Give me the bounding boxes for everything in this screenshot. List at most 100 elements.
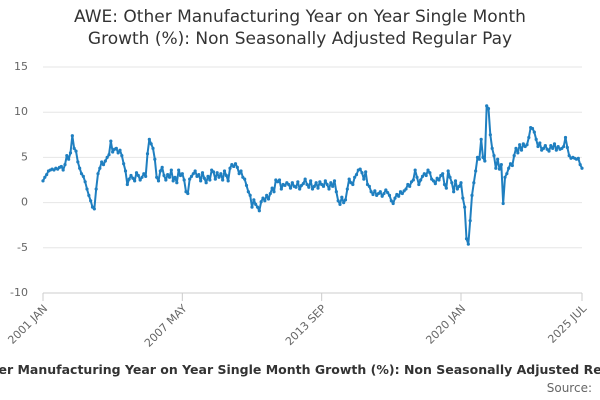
data-point	[347, 177, 351, 181]
data-point	[213, 177, 217, 181]
data-point	[417, 182, 421, 187]
data-point	[120, 153, 124, 158]
data-point	[472, 181, 476, 185]
data-point	[483, 159, 487, 163]
data-point	[485, 104, 489, 108]
data-point	[386, 191, 390, 195]
data-point	[369, 190, 373, 194]
data-point	[193, 169, 197, 173]
data-point	[549, 144, 553, 148]
data-point	[378, 190, 382, 194]
data-point	[404, 187, 408, 191]
y-tick-label: -5	[17, 241, 28, 254]
data-point	[140, 175, 144, 179]
data-point	[83, 180, 87, 184]
data-point	[85, 187, 89, 191]
data-point	[68, 151, 73, 155]
data-point	[79, 172, 84, 176]
data-point	[186, 191, 190, 196]
x-tick-label: 2007 MAY	[142, 302, 190, 350]
data-point	[125, 182, 129, 187]
data-point	[235, 165, 239, 169]
data-point	[101, 163, 106, 167]
data-point	[158, 169, 162, 173]
data-point	[565, 145, 569, 150]
data-point	[488, 133, 492, 137]
data-point	[441, 172, 445, 176]
data-point	[114, 146, 118, 150]
legend-entry: AWE: Other Manufacturing Year on Year Si…	[0, 362, 600, 377]
data-point	[562, 144, 566, 149]
data-point	[527, 135, 531, 140]
data-point	[45, 172, 49, 177]
data-point	[92, 207, 96, 211]
data-point	[131, 176, 135, 180]
data-point	[164, 178, 168, 182]
data-point	[151, 146, 155, 150]
data-point	[206, 174, 210, 178]
data-point	[442, 182, 447, 187]
data-point	[98, 166, 102, 170]
data-point	[463, 205, 467, 209]
data-point	[479, 137, 483, 141]
data-point	[338, 202, 342, 207]
data-point	[358, 167, 362, 171]
data-point	[202, 176, 206, 180]
data-point	[305, 182, 309, 187]
x-tick-label: 2013 SEP	[283, 302, 329, 348]
data-point	[74, 149, 78, 153]
data-point	[173, 175, 177, 179]
data-point	[534, 137, 538, 141]
series-line	[42, 104, 583, 246]
data-point	[107, 153, 111, 157]
data-point	[298, 187, 302, 191]
data-point	[420, 174, 425, 178]
data-point	[413, 168, 417, 172]
data-point	[226, 179, 230, 183]
y-tick-label: -10	[10, 286, 28, 299]
data-point	[259, 200, 263, 204]
data-point	[391, 201, 395, 206]
data-point	[321, 184, 326, 188]
data-point	[142, 172, 146, 176]
data-point	[254, 202, 258, 207]
data-point	[474, 169, 478, 173]
data-point	[490, 146, 494, 150]
data-point	[67, 157, 71, 161]
data-point	[384, 188, 388, 192]
data-point	[437, 178, 441, 182]
data-point	[393, 196, 397, 200]
data-point	[468, 219, 472, 223]
data-point	[448, 175, 452, 179]
data-point	[177, 168, 181, 172]
data-point	[426, 168, 430, 172]
data-point	[211, 170, 216, 174]
data-point	[232, 164, 236, 169]
data-point	[169, 168, 173, 172]
data-point	[364, 170, 368, 174]
data-point	[499, 163, 503, 167]
data-point	[519, 148, 524, 152]
data-point	[122, 162, 126, 166]
data-point	[323, 179, 327, 183]
data-point	[204, 181, 208, 185]
data-point	[133, 179, 137, 183]
data-point	[171, 179, 175, 183]
data-point	[288, 186, 293, 190]
data-point	[61, 168, 65, 172]
data-point	[538, 141, 542, 145]
data-point	[453, 179, 458, 183]
data-point	[309, 179, 313, 183]
data-point	[191, 172, 195, 176]
data-point	[283, 183, 287, 188]
data-point	[175, 181, 179, 185]
data-point	[494, 166, 498, 170]
data-point	[70, 134, 74, 138]
data-point	[219, 172, 223, 176]
data-point	[419, 178, 423, 182]
data-point	[547, 149, 551, 153]
data-point	[452, 190, 456, 194]
data-point	[215, 171, 219, 175]
data-point	[563, 135, 568, 140]
